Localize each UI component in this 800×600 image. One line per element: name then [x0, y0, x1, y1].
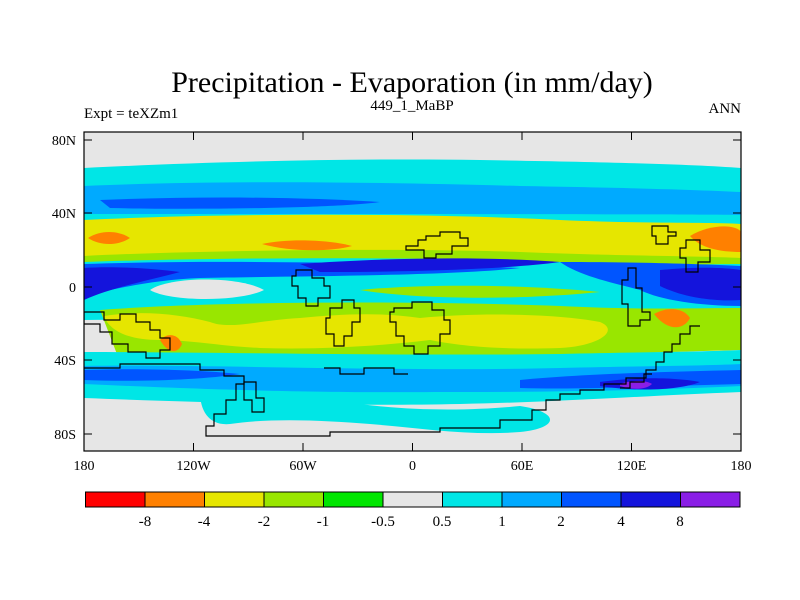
colorbar-label: 0.5: [433, 514, 452, 530]
colorbar-label: 2: [557, 514, 565, 530]
x-axis: 180 120W 60W 0 60E 120E 180: [74, 132, 752, 474]
field-south-blue-west: [84, 369, 240, 381]
outline-south-landmass-mid: [389, 301, 451, 355]
x-tick-label: 60E: [511, 459, 534, 474]
x-tick-label: 0: [409, 459, 416, 474]
colorbar-box: [442, 491, 503, 508]
colorbar-box: [501, 491, 562, 508]
field-patch-north-orange-2: [262, 240, 352, 251]
subtitle-left: Expt = teXZm1: [84, 106, 178, 122]
field-patch-north-orange-3: [690, 226, 741, 252]
colorbar-box: [263, 491, 324, 508]
outline-south-west-arc: [243, 381, 265, 413]
field-south-purple: [620, 381, 652, 389]
field-band-equator-east-darkblue: [660, 267, 741, 301]
colorbar-box: [382, 491, 443, 508]
y-tick-label: 40S: [54, 354, 76, 369]
outline-east-peninsula: [679, 239, 711, 273]
colorbar-box: [323, 491, 384, 508]
colorbar-label: 8: [676, 514, 684, 530]
outline-south-landmass-west: [325, 299, 361, 347]
field-south-cyan-tongue: [200, 391, 550, 434]
colorbar: -8 -4 -2 -1 -0.5 0.5 1 2 4 8: [85, 491, 741, 530]
colorbar-box: [85, 491, 146, 508]
field-band-north-blue: [100, 197, 380, 209]
colorbar-box: [144, 491, 205, 508]
y-tick-label: 40N: [52, 207, 76, 222]
outline-equatorial-west: [291, 269, 331, 307]
colorbar-label: 1: [498, 514, 506, 530]
y-axis: 80N 40N 0 40S 80S: [52, 134, 741, 443]
subtitle-center: 449_1_MaBP: [370, 98, 453, 114]
outline-northeast-landmass: [651, 225, 677, 245]
y-tick-label: 0: [69, 281, 76, 296]
x-tick-label: 120E: [617, 459, 647, 474]
field-patch-north-orange-1: [88, 232, 130, 244]
figure-title: Precipitation - Evaporation (in mm/day): [171, 66, 653, 99]
colorbar-box: [561, 491, 622, 508]
field-patch-south-orange: [160, 335, 182, 352]
colorbar-label: -8: [139, 514, 152, 530]
colorbar-boxes: [85, 491, 741, 508]
x-tick-label: 60W: [289, 459, 317, 474]
x-tick-label: 180: [74, 459, 95, 474]
x-tick-label: 120W: [176, 459, 211, 474]
subtitle-right: ANN: [709, 101, 742, 117]
colorbar-label: -4: [198, 514, 211, 530]
field-patch-south-orange-east: [654, 309, 690, 328]
outline-north-landmass: [405, 231, 469, 259]
field-equator-green-strip: [360, 285, 600, 298]
colorbar-labels: -8 -4 -2 -1 -0.5 0.5 1 2 4 8: [139, 514, 684, 530]
outline-east-strip: [621, 267, 651, 327]
field-equator-oval: [150, 279, 264, 299]
outline-southern-coast-east: [620, 373, 652, 389]
x-tick-label: 180: [731, 459, 752, 474]
colorbar-label: -2: [258, 514, 271, 530]
colorbar-box: [204, 491, 265, 508]
y-tick-label: 80N: [52, 134, 76, 149]
colorbar-box: [620, 491, 681, 508]
colorbar-label: -1: [317, 514, 330, 530]
colorbar-box: [680, 491, 741, 508]
colorbar-label: 4: [617, 514, 625, 530]
land-outlines: [84, 225, 711, 437]
outline-south-polar: [84, 311, 171, 359]
field-band-north-yellow: [84, 214, 741, 262]
colorbar-label: -0.5: [371, 514, 395, 530]
map-field: [84, 132, 741, 451]
field-band-equator-darkblue-west: [84, 267, 180, 300]
field-band-south-yellow: [104, 313, 608, 349]
outline-south-coast-mid: [324, 367, 408, 375]
field-band-equator-darkblue-mid: [300, 258, 560, 272]
y-tick-label: 80S: [54, 428, 76, 443]
